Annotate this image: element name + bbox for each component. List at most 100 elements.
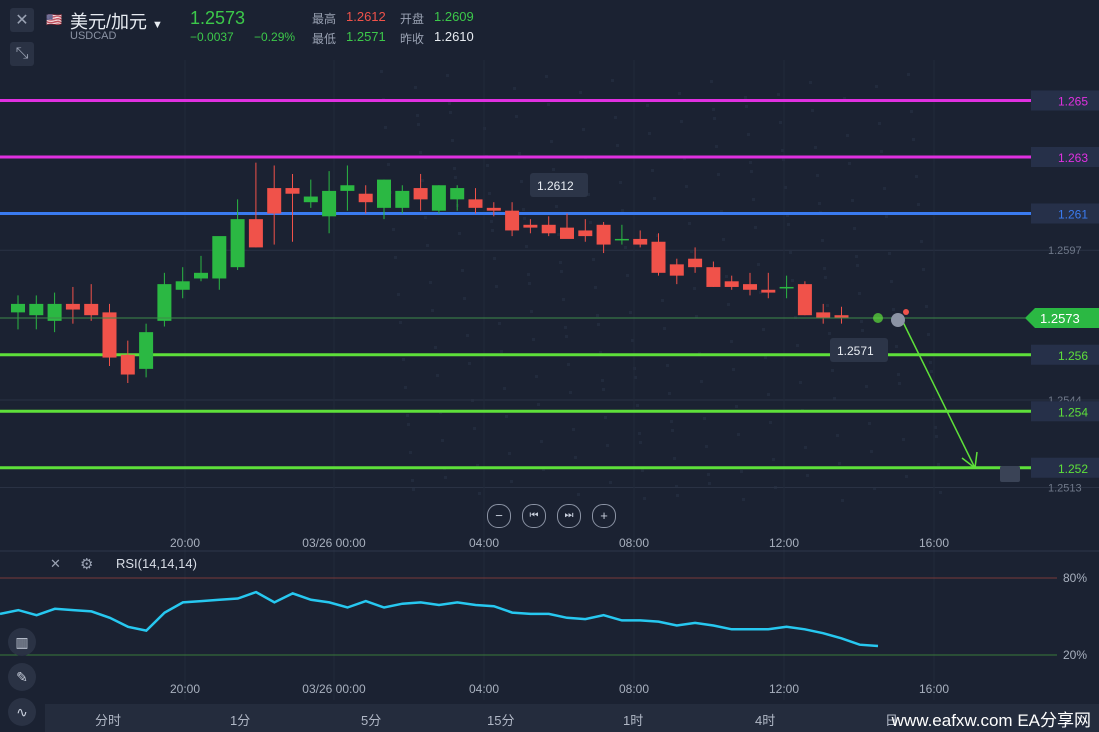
map-texture-dot [786,214,789,217]
candle-body [578,230,593,237]
price-change: −0.0037 [190,30,234,44]
scroll-start-button[interactable]: ⏮ [522,504,546,528]
grid-label: 1.2597 [1048,245,1082,257]
candle-body [102,312,117,358]
map-texture-dot [811,109,814,112]
level-label-box [1031,147,1099,167]
map-texture-dot [594,286,597,289]
map-texture-dot [865,385,868,388]
map-texture-dot [399,321,402,324]
map-texture-dot [424,216,427,219]
chevron-down-icon[interactable]: ▼ [152,19,163,31]
low-label: 最低 [312,32,337,46]
map-texture-dot [651,169,654,172]
zoom-in-button[interactable]: + [592,504,616,528]
rsi-line [0,590,879,648]
level-label: 1.265 [1058,95,1088,109]
rsi-upper-label: 80% [1063,571,1087,585]
tab-timeshare[interactable]: 分时 [95,713,122,728]
low-marker-box [830,338,888,362]
map-texture-dot [513,87,516,90]
map-texture-dot [779,121,782,124]
map-texture-dot [752,198,755,201]
candle-body [505,210,520,231]
map-texture-dot [929,361,932,364]
map-texture-dot [804,446,807,449]
map-texture-dot [495,285,498,288]
tab-day[interactable]: 日 [885,713,899,728]
map-texture-dot [870,450,873,453]
level-label-box [1031,344,1099,365]
tab-5min[interactable]: 5分 [361,713,382,728]
map-texture-dot [712,108,715,111]
rsi-settings-icon[interactable]: ⚙ [80,556,94,573]
collapse-icon[interactable]: ⤡ [10,42,34,66]
map-texture-dot [488,192,491,195]
tab-4hour[interactable]: 4时 [755,713,776,728]
candle-type-icon[interactable]: ▥ [8,628,36,656]
map-texture-dot [498,322,501,325]
scroll-end-button[interactable]: ⏭ [557,504,581,528]
tab-15min[interactable]: 15分 [487,713,515,728]
map-texture-dot [777,93,780,96]
map-texture-dot [530,310,533,313]
map-texture-dot [653,197,656,200]
map-texture-dot [577,493,580,496]
map-texture-dot [905,475,908,478]
candle-body [633,238,648,245]
candle-body [596,224,611,245]
map-texture-dot [500,350,503,353]
zoom-out-button[interactable]: − [487,504,511,528]
rsi-close-icon[interactable]: ✕ [50,556,61,571]
timeframe-tabs: 分时 1分 5分 15分 1时 4时 日 [45,704,1099,732]
low-marker-label: 1.2571 [837,344,874,358]
map-texture-dot [631,339,634,342]
close-icon[interactable]: ✕ [10,8,34,32]
map-texture-dot [670,420,673,423]
map-texture-dot [641,469,644,472]
map-texture-dot [750,170,753,173]
symbol-title[interactable]: 美元/加元 ▼ [70,12,163,32]
candle-body [560,227,574,239]
rsi-lower-label: 20% [1063,648,1087,662]
map-texture-dot [515,115,518,118]
site-watermark: www.eafxw.com EA分享网 [891,711,1091,730]
prev-close-value: 1.2610 [434,29,474,44]
map-texture-dot [925,305,928,308]
map-texture-dot [562,298,565,301]
indicator-icon[interactable]: ∿ [8,698,36,726]
tab-1hour[interactable]: 1时 [623,713,644,728]
map-texture-dot [707,473,710,476]
level-label-box [1031,203,1099,224]
map-texture-dot [564,326,567,329]
map-texture-dot [559,261,562,264]
candle-body [322,190,337,217]
forecast-arrow-line [902,321,976,469]
map-texture-dot [414,86,417,89]
map-texture-dot [717,173,720,176]
map-texture-dot [673,457,676,460]
map-texture-dot [545,75,548,78]
draw-pen-icon[interactable]: ✎ [8,663,36,691]
map-texture-dot [532,338,535,341]
tab-1min[interactable]: 1分 [230,713,251,728]
map-texture-dot [508,452,511,455]
map-texture-dot [902,438,905,441]
candle-body [614,238,629,241]
forecast-arrowhead [961,451,978,469]
map-texture-dot [384,126,387,129]
high-label: 最高 [312,12,337,26]
map-texture-dot [503,387,506,390]
map-texture-dot [523,217,526,220]
map-texture-dot [671,429,674,432]
map-texture-dot [836,434,839,437]
map-texture-dot [722,238,725,241]
map-texture-dot [703,417,706,420]
map-texture-dot [824,276,827,279]
map-texture-dot [772,458,775,461]
map-texture-dot [404,386,407,389]
map-texture-dot [597,323,600,326]
map-texture-dot [518,152,521,155]
map-texture-dot [806,474,809,477]
